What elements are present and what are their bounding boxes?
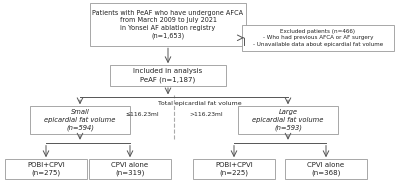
Text: Excluded patients (n=466)
- Who had previous AFCA or AF surgery
- Unavailable da: Excluded patients (n=466) - Who had prev… bbox=[253, 29, 383, 47]
Text: Large
epicardial fat volume
(n=593): Large epicardial fat volume (n=593) bbox=[252, 109, 324, 131]
Text: CPVI alone
(n=319): CPVI alone (n=319) bbox=[112, 162, 148, 176]
Text: Total epicardial fat volume: Total epicardial fat volume bbox=[158, 101, 242, 105]
Text: POBI+CPVI
(n=275): POBI+CPVI (n=275) bbox=[27, 162, 65, 176]
Text: POBI+CPVI
(n=225): POBI+CPVI (n=225) bbox=[215, 162, 253, 176]
Text: >116.23ml: >116.23ml bbox=[189, 112, 223, 117]
FancyBboxPatch shape bbox=[89, 159, 171, 179]
FancyBboxPatch shape bbox=[90, 3, 246, 46]
Text: Small
epicardial fat volume
(n=594): Small epicardial fat volume (n=594) bbox=[44, 109, 116, 131]
Text: ≤116.23ml: ≤116.23ml bbox=[125, 112, 159, 117]
Text: Patients with PeAF who have undergone AFCA
from March 2009 to July 2021
in Yonse: Patients with PeAF who have undergone AF… bbox=[92, 10, 244, 40]
FancyBboxPatch shape bbox=[110, 65, 226, 86]
FancyBboxPatch shape bbox=[242, 25, 394, 51]
FancyBboxPatch shape bbox=[5, 159, 87, 179]
Text: CPVI alone
(n=368): CPVI alone (n=368) bbox=[308, 162, 344, 176]
Text: Included in analysis
PeAF (n=1,187): Included in analysis PeAF (n=1,187) bbox=[133, 68, 203, 83]
FancyBboxPatch shape bbox=[193, 159, 275, 179]
FancyBboxPatch shape bbox=[30, 106, 130, 134]
FancyBboxPatch shape bbox=[238, 106, 338, 134]
FancyBboxPatch shape bbox=[285, 159, 367, 179]
